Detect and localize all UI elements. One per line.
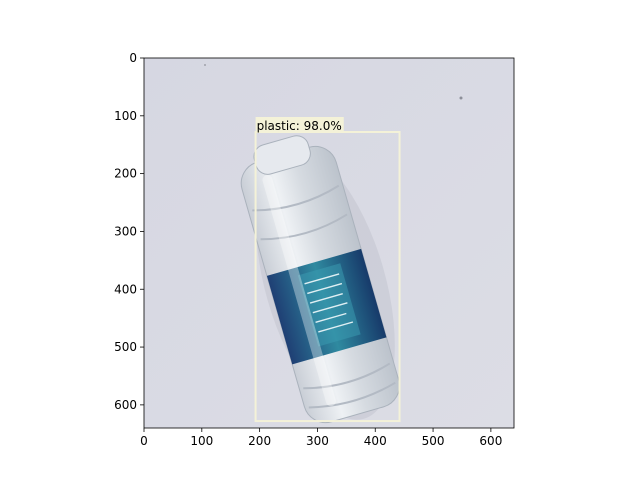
detection-label: plastic: 98.0%	[257, 119, 342, 133]
bottle-label-panel	[297, 263, 361, 347]
x-tick-label: 500	[422, 434, 445, 448]
y-tick-label: 200	[114, 167, 137, 181]
detection-label-background	[255, 117, 344, 132]
y-tick-label: 0	[129, 51, 137, 65]
speck	[459, 96, 463, 100]
y-tick-label: 100	[114, 109, 137, 123]
bottle	[240, 135, 400, 424]
photo: plastic: 98.0%	[144, 58, 514, 428]
x-tick-label: 100	[190, 434, 213, 448]
x-tick-label: 300	[306, 434, 329, 448]
y-tick-label: 300	[114, 224, 137, 238]
bottle-ridges	[252, 184, 396, 409]
x-tick-label: 0	[140, 434, 148, 448]
speck	[204, 64, 206, 66]
bottle-label-lines	[304, 273, 354, 333]
axes-frame	[143, 57, 515, 429]
x-axis: 0 100 200 300 400 500 600	[140, 428, 502, 448]
x-tick-label: 200	[248, 434, 271, 448]
y-tick-label: 600	[114, 398, 137, 412]
x-tick-label: 600	[479, 434, 502, 448]
y-axis: 0 100 200 300 400 500 600	[114, 51, 144, 412]
y-tick-label: 400	[114, 282, 137, 296]
y-tick-label: 500	[114, 340, 137, 354]
x-tick-label: 400	[364, 434, 387, 448]
bottle-highlight	[262, 175, 336, 407]
